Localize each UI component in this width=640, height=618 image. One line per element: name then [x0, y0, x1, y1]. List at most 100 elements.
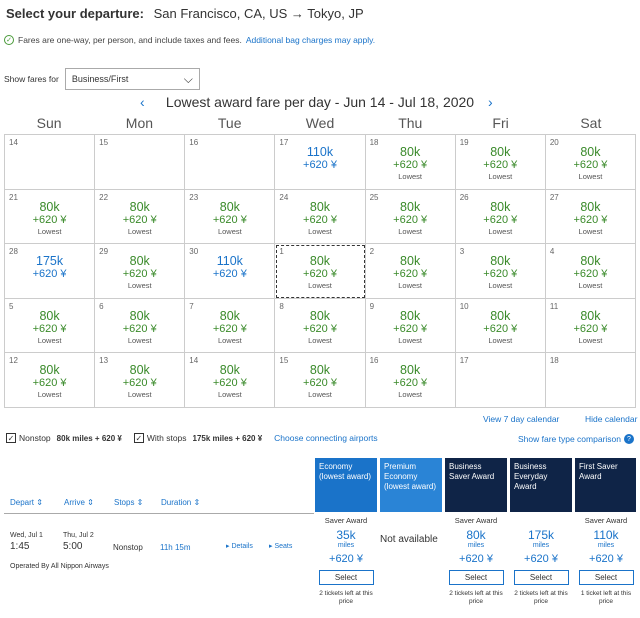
calendar-day-cell[interactable]: 12 80k +620 ¥ Lowest	[5, 353, 95, 408]
fare-comparison-toggle[interactable]: Show fare type comparison ?	[518, 434, 634, 444]
hide-calendar-link[interactable]: Hide calendar	[585, 414, 637, 424]
day-fee: +620 ¥	[185, 323, 274, 336]
fare-notice: ✓ Fares are one-way, per person, and inc…	[4, 35, 375, 45]
saver-award-label: Saver Award	[315, 516, 377, 525]
day-miles: 80k	[275, 200, 364, 214]
day-miles: 80k	[366, 200, 455, 214]
calendar-day-cell[interactable]: 17 110k +620 ¥	[275, 135, 365, 190]
prev-month-icon[interactable]: ‹	[140, 94, 145, 110]
day-miles: 175k	[5, 254, 94, 268]
lowest-tag: Lowest	[95, 390, 184, 400]
day-miles: 80k	[5, 200, 94, 214]
calendar-day-cell[interactable]: 23 80k +620 ¥ Lowest	[185, 190, 275, 245]
calendar-day-cell[interactable]: 4 80k +620 ¥ Lowest	[546, 244, 636, 299]
withstops-checkbox[interactable]: ✓	[134, 433, 144, 443]
day-number: 1	[279, 247, 283, 256]
calendar-day-cell[interactable]: 30 110k +620 ¥	[185, 244, 275, 299]
day-miles: 80k	[185, 200, 274, 214]
calendar-day-cell[interactable]: 28 175k +620 ¥	[5, 244, 95, 299]
seats-link[interactable]: ▸ Seats	[269, 542, 292, 550]
fare-fee: +620 ¥	[315, 552, 377, 566]
col-economy[interactable]: Economy (lowest award)	[315, 458, 377, 512]
day-number: 17	[460, 356, 469, 365]
fare-comparison-link[interactable]: Show fare type comparison	[518, 434, 621, 444]
select-button[interactable]: Select	[514, 570, 569, 585]
weekday-label: Sat	[546, 115, 636, 131]
day-number: 18	[550, 356, 559, 365]
select-button[interactable]: Select	[579, 570, 634, 585]
day-number: 15	[99, 138, 108, 147]
day-fee: +620 ¥	[366, 377, 455, 390]
calendar-day-cell[interactable]: 1 80k +620 ¥ Lowest	[275, 244, 365, 299]
day-miles: 80k	[95, 363, 184, 377]
calendar-day-cell[interactable]: 5 80k +620 ¥ Lowest	[5, 299, 95, 354]
calendar-day-cell[interactable]: 7 80k +620 ¥ Lowest	[185, 299, 275, 354]
calendar-day-cell[interactable]: 10 80k +620 ¥ Lowest	[456, 299, 546, 354]
calendar-day-cell[interactable]: 25 80k +620 ¥ Lowest	[366, 190, 456, 245]
day-fee: +620 ¥	[275, 323, 364, 336]
weekday-header: Sun Mon Tue Wed Thu Fri Sat	[4, 115, 636, 131]
lowest-tag: Lowest	[5, 336, 94, 346]
fare-option: Saver Award 110k miles +620 ¥ Select 1 ticket…	[575, 516, 637, 606]
calendar-day-cell[interactable]: 9 80k +620 ¥ Lowest	[366, 299, 456, 354]
calendar-day-cell[interactable]: 14 80k +620 ¥ Lowest	[185, 353, 275, 408]
calendar-day-cell[interactable]: 29 80k +620 ¥ Lowest	[95, 244, 185, 299]
calendar-day-cell[interactable]: 22 80k +620 ¥ Lowest	[95, 190, 185, 245]
next-month-icon[interactable]: ›	[488, 94, 493, 110]
sort-duration[interactable]: Duration ⇕	[161, 498, 200, 507]
sort-depart[interactable]: Depart ⇕	[10, 498, 43, 507]
fare-option: 175k miles +620 ¥ Select 2 tickets left at t…	[510, 516, 572, 606]
dep-time: 1:45	[10, 541, 29, 552]
sort-stops[interactable]: Stops ⇕	[114, 498, 143, 507]
calendar-day-cell[interactable]: 15 80k +620 ¥ Lowest	[275, 353, 365, 408]
day-miles: 80k	[5, 363, 94, 377]
lowest-tag: Lowest	[366, 336, 455, 346]
day-number: 2	[370, 247, 374, 256]
calendar-title-bar: ‹ Lowest award fare per day - Jun 14 - J…	[0, 94, 640, 110]
day-number: 22	[99, 193, 108, 202]
view-7-day-link[interactable]: View 7 day calendar	[483, 414, 559, 424]
calendar-day-cell[interactable]: 11 80k +620 ¥ Lowest	[546, 299, 636, 354]
sort-arrive[interactable]: Arrive ⇕	[64, 498, 94, 507]
lowest-tag: Lowest	[456, 227, 545, 237]
select-button[interactable]: Select	[449, 570, 504, 585]
calendar-day-cell[interactable]: 27 80k +620 ¥ Lowest	[546, 190, 636, 245]
calendar-day-cell[interactable]: 2 80k +620 ¥ Lowest	[366, 244, 456, 299]
fare-class-select[interactable]: Business/First ⌵	[65, 68, 200, 90]
day-fee: +620 ¥	[95, 377, 184, 390]
calendar-day-cell[interactable]: 3 80k +620 ¥ Lowest	[456, 244, 546, 299]
calendar-day-cell[interactable]: 6 80k +620 ¥ Lowest	[95, 299, 185, 354]
bag-charges-link[interactable]: Additional bag charges may apply.	[246, 35, 375, 45]
tickets-left: 2 tickets left at this price	[510, 590, 572, 606]
col-first-saver[interactable]: First Saver Award	[575, 458, 636, 512]
col-business-everyday[interactable]: Business Everyday Award	[510, 458, 572, 512]
select-button[interactable]: Select	[319, 570, 374, 585]
help-icon[interactable]: ?	[624, 434, 634, 444]
connecting-airports-link[interactable]: Choose connecting airports	[274, 433, 377, 443]
day-number: 16	[370, 356, 379, 365]
day-fee: +620 ¥	[275, 214, 364, 227]
details-link[interactable]: ▸ Details	[226, 542, 253, 550]
day-number: 27	[550, 193, 559, 202]
departure-label: Select your departure:	[6, 6, 144, 21]
calendar-day-cell[interactable]: 8 80k +620 ¥ Lowest	[275, 299, 365, 354]
calendar-day-cell[interactable]: 24 80k +620 ¥ Lowest	[275, 190, 365, 245]
weekday-label: Thu	[365, 115, 455, 131]
lowest-tag: Lowest	[185, 227, 274, 237]
calendar-day-cell[interactable]: 19 80k +620 ¥ Lowest	[456, 135, 546, 190]
day-fee: +620 ¥	[456, 268, 545, 281]
lowest-tag: Lowest	[546, 336, 635, 346]
operator-text: Operated By All Nippon Airways	[10, 563, 109, 570]
calendar-day-cell[interactable]: 26 80k +620 ¥ Lowest	[456, 190, 546, 245]
nonstop-checkbox[interactable]: ✓	[6, 433, 16, 443]
calendar-day-cell[interactable]: 13 80k +620 ¥ Lowest	[95, 353, 185, 408]
saver-award-label: Saver Award	[445, 516, 507, 525]
calendar-day-cell[interactable]: 18 80k +620 ¥ Lowest	[366, 135, 456, 190]
col-business-saver[interactable]: Business Saver Award	[445, 458, 507, 512]
day-fee: +620 ¥	[185, 214, 274, 227]
calendar-day-cell[interactable]: 16 80k +620 ¥ Lowest	[366, 353, 456, 408]
col-premium-economy[interactable]: Premium Economy (lowest award)	[380, 458, 442, 512]
calendar-day-cell[interactable]: 20 80k +620 ¥ Lowest	[546, 135, 636, 190]
day-fee: +620 ¥	[5, 268, 94, 281]
calendar-day-cell[interactable]: 21 80k +620 ¥ Lowest	[5, 190, 95, 245]
